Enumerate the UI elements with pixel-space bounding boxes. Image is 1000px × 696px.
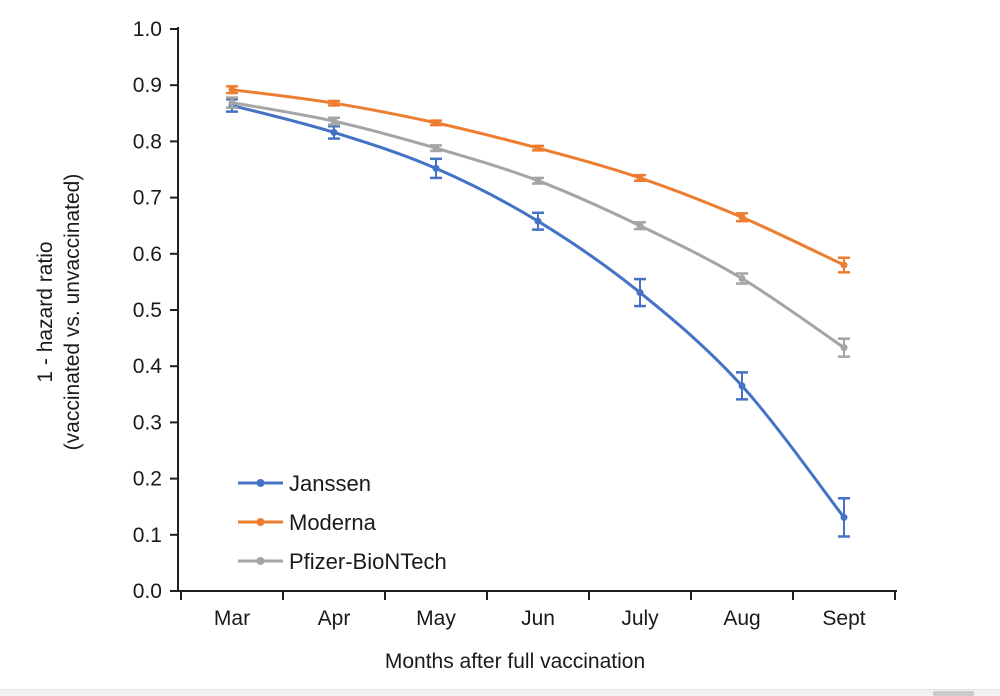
x-tick-label-apr: Apr [318, 607, 351, 630]
y-tick-label: 0.0 [133, 580, 162, 603]
legend-label-janssen: Janssen [289, 471, 371, 496]
legend-label-pfizer-biontech: Pfizer-BioNTech [289, 549, 447, 574]
x-tick-label-jun: Jun [521, 607, 555, 630]
data-point-marker [840, 513, 848, 521]
x-tick-label-mar: Mar [214, 607, 250, 630]
data-point-marker [840, 261, 848, 269]
data-point-marker [738, 213, 746, 221]
data-point-marker [432, 119, 440, 127]
y-tick-label: 0.9 [133, 74, 162, 97]
horizontal-scrollbar-track[interactable] [0, 689, 1000, 696]
legend-marker-dot [256, 518, 265, 526]
x-tick-label-july: July [621, 607, 659, 630]
data-point-marker [534, 217, 542, 225]
series-line-janssen [231, 103, 846, 519]
data-point-marker [432, 144, 440, 152]
data-point-marker [534, 144, 542, 152]
x-tick-label-sept: Sept [822, 607, 865, 630]
legend-marker-dot [256, 557, 265, 565]
legend-item-pfizer-biontech: Pfizer-BioNTech [238, 549, 447, 574]
data-point-marker [330, 117, 338, 125]
series-janssen [226, 98, 850, 538]
data-point-marker [330, 99, 338, 107]
y-tick-label: 1.0 [133, 18, 162, 41]
legend-item-moderna: Moderna [238, 510, 377, 535]
y-tick-label: 0.3 [133, 411, 162, 434]
y-tick-label: 0.4 [133, 355, 163, 378]
y-tick-label: 0.6 [133, 243, 162, 266]
x-axis-title: Months after full vaccination [385, 650, 645, 673]
horizontal-scrollbar-thumb[interactable] [933, 691, 974, 696]
series-pfizer-biontech [226, 96, 850, 358]
data-point-marker [228, 99, 236, 107]
data-point-marker [738, 382, 746, 390]
y-tick-label: 0.2 [133, 468, 162, 491]
legend-marker-dot [256, 479, 265, 487]
data-point-marker [228, 86, 236, 94]
data-point-marker [636, 222, 644, 230]
y-tick-label: 0.5 [133, 299, 162, 322]
legend-label-moderna: Moderna [289, 510, 377, 535]
x-tick-label-aug: Aug [723, 607, 760, 630]
data-point-marker [330, 128, 338, 136]
x-tick-label-may: May [416, 607, 456, 630]
data-point-marker [432, 164, 440, 172]
y-tick-label: 0.1 [133, 524, 162, 547]
data-point-marker [636, 174, 644, 182]
y-axis-title-line1: 1 - hazard ratio [34, 241, 57, 382]
data-point-marker [534, 177, 542, 185]
y-tick-label: 0.8 [133, 130, 162, 153]
y-axis-title-line2: (vaccinated vs. unvaccinated) [61, 174, 84, 451]
data-point-marker [636, 289, 644, 297]
data-point-marker [840, 344, 848, 352]
series-moderna [226, 85, 850, 274]
legend: Janssen Moderna Pfizer-BioNTech [238, 471, 447, 574]
y-tick-label: 0.7 [133, 187, 162, 210]
legend-item-janssen: Janssen [238, 471, 371, 496]
data-point-marker [738, 275, 746, 283]
